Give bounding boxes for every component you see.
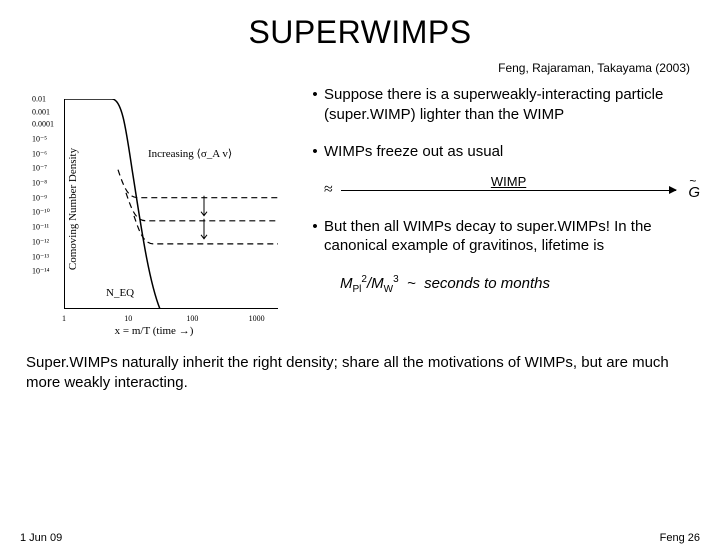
bullet-3: • But then all WIMPs decay to super.WIMP… xyxy=(306,217,700,256)
main-row: Comoving Number Density x = m/T (time →)… xyxy=(0,85,720,339)
bullet-text: Suppose there is a superweakly-interacti… xyxy=(324,85,700,124)
y-tick: 10⁻⁹ xyxy=(32,193,47,202)
y-tick: 0.0001 xyxy=(32,120,54,129)
x-axis-label: x = m/T (time →) xyxy=(115,325,194,337)
neq-label: N_EQ xyxy=(106,287,134,299)
bullet-2: • WIMPs freeze out as usual xyxy=(306,142,700,162)
page-title: SUPERWIMPS xyxy=(0,14,720,51)
plot-area xyxy=(64,99,278,309)
y-tick: 10⁻⁵ xyxy=(32,134,47,143)
summary-text: Super.WIMPs naturally inherit the right … xyxy=(26,353,694,394)
y-tick: 10⁻¹⁰ xyxy=(32,208,50,217)
y-tick: 10⁻⁸ xyxy=(32,179,47,188)
bullet-marker: • xyxy=(306,142,324,162)
footer: 1 Jun 09 Feng 26 xyxy=(0,532,720,544)
bullet-text: WIMPs freeze out as usual xyxy=(324,142,700,162)
footer-page: Feng 26 xyxy=(660,532,700,544)
text-panel: • Suppose there is a superweakly-interac… xyxy=(300,85,720,339)
y-tick: 10⁻¹³ xyxy=(32,252,49,261)
gravitino-symbol: ~G xyxy=(688,180,700,201)
bullet-text: But then all WIMPs decay to super.WIMPs!… xyxy=(324,217,700,256)
x-tick: 1 xyxy=(62,314,66,323)
y-tick: 10⁻¹² xyxy=(32,237,49,246)
wimp-label: WIMP xyxy=(491,174,526,189)
bullet-marker: • xyxy=(306,85,324,124)
bullet-1: • Suppose there is a superweakly-interac… xyxy=(306,85,700,124)
decay-arrow: WIMP xyxy=(341,190,677,191)
y-tick: 10⁻⁷ xyxy=(32,164,47,173)
footer-date: 1 Jun 09 xyxy=(20,532,62,544)
x-tick: 1000 xyxy=(249,314,265,323)
arrow-head-icon xyxy=(669,186,677,194)
y-tick: 0.01 xyxy=(32,95,46,104)
freezeout-chart: Comoving Number Density x = m/T (time →)… xyxy=(18,89,290,339)
bullet-marker: • xyxy=(306,217,324,256)
y-tick: 10⁻¹¹ xyxy=(32,223,49,232)
increasing-label: Increasing ⟨σ_A v⟩ xyxy=(148,147,232,160)
x-tick: 10 xyxy=(124,314,132,323)
y-tick: 10⁻⁶ xyxy=(32,149,47,158)
x-tick: 100 xyxy=(186,314,198,323)
lifetime-formula: MPl2/MW3 ~ seconds to months xyxy=(340,274,700,295)
approx-symbol: ≈ xyxy=(324,181,335,199)
y-tick: 0.001 xyxy=(32,107,50,116)
y-tick: 10⁻¹⁴ xyxy=(32,267,49,276)
chart-panel: Comoving Number Density x = m/T (time →)… xyxy=(0,85,300,339)
decay-diagram: ≈ WIMP ~G xyxy=(324,180,700,201)
citation: Feng, Rajaraman, Takayama (2003) xyxy=(0,61,690,75)
